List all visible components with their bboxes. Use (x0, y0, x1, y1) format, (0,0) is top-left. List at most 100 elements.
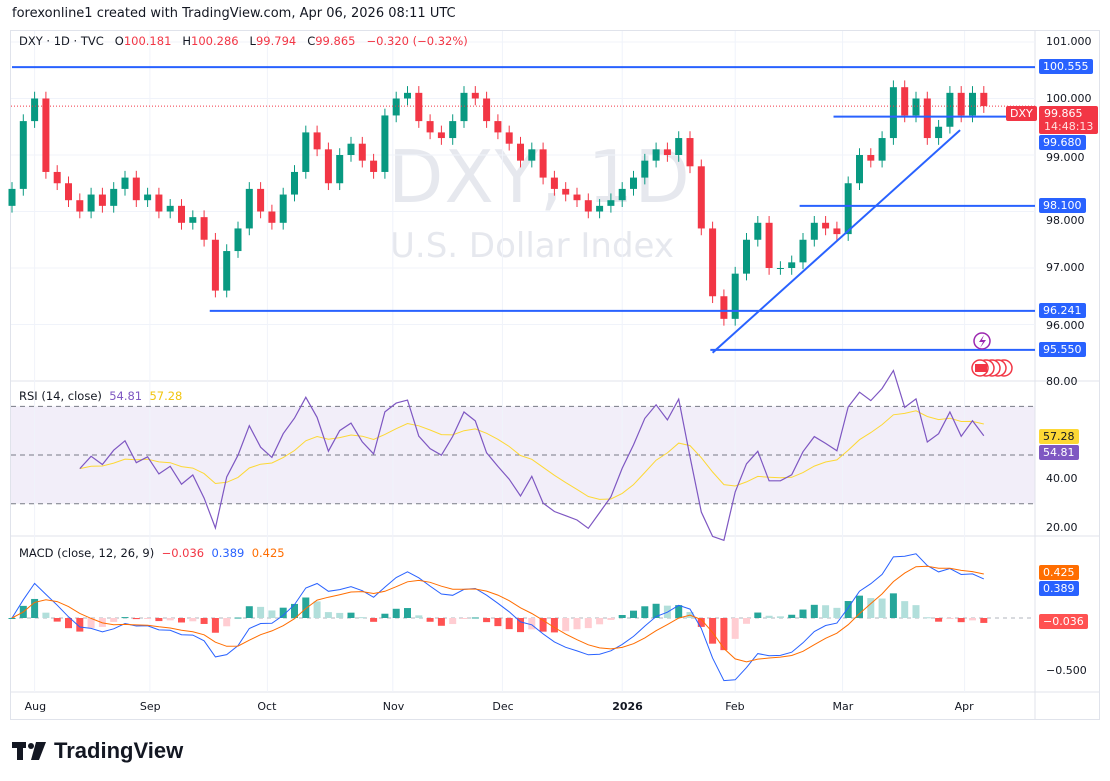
candle (720, 296, 728, 319)
candle (550, 177, 558, 189)
lightning-icon (979, 335, 986, 348)
macd-histogram-bar (856, 595, 863, 618)
macd-title[interactable]: MACD (close, 12, 26, 9) (19, 546, 155, 560)
macd-histogram-bar (562, 618, 570, 632)
candle (528, 149, 536, 161)
rsi-legend: RSI (14, close) 54.81 57.28 (19, 389, 182, 403)
candle (166, 205, 174, 212)
macd-histogram-bar (822, 605, 830, 618)
macd-histogram-bar (460, 618, 468, 619)
candle (946, 92, 954, 127)
candle (279, 194, 287, 223)
open-label: O (114, 34, 124, 48)
symbol-tag: DXY (1006, 105, 1037, 121)
macd-histogram-bar (483, 618, 491, 623)
time-label: Feb (725, 700, 745, 713)
time-label: Mar (832, 700, 854, 713)
macd-histogram-bar (370, 618, 378, 622)
candle (810, 222, 818, 240)
candle (697, 166, 705, 229)
candle (471, 92, 479, 99)
macd-histogram-bar (166, 618, 174, 621)
macd-histogram-bar (709, 618, 717, 644)
last-price-value: 99.865 (1044, 106, 1083, 120)
macd-hist-value: −0.036 (161, 546, 205, 560)
candle (562, 188, 570, 195)
macd-histogram-bar (517, 618, 524, 633)
macd-histogram-bar (200, 618, 208, 624)
macd-histogram-bar (731, 618, 739, 639)
candle (155, 194, 163, 212)
candle (404, 92, 411, 99)
macd-histogram-bar (189, 618, 197, 622)
macd-histogram-bar (494, 618, 502, 627)
close-value: 99.865 (315, 34, 356, 48)
macd-histogram-bar (324, 612, 332, 618)
candle (743, 239, 750, 274)
time-label: Aug (24, 700, 47, 713)
candle (189, 217, 197, 223)
candle (901, 87, 909, 116)
rsi-axis-label: 80.00 (1046, 375, 1078, 388)
candle (652, 149, 660, 161)
macd-histogram-bar (935, 618, 943, 622)
symbol-info[interactable]: DXY · 1D · TVC (19, 34, 104, 48)
rsi-title[interactable]: RSI (14, close) (19, 389, 102, 403)
candle (607, 200, 615, 206)
time-label: Nov (382, 700, 405, 713)
candle (618, 188, 626, 201)
price-axis-label: 97.000 (1046, 261, 1085, 274)
macd-histogram-bar (381, 613, 389, 618)
rsi-ma-tag: 57.28 (1039, 429, 1079, 445)
macd-histogram-bar (245, 606, 253, 618)
macd-histogram-bar (799, 609, 807, 618)
candle (132, 177, 140, 201)
price-axis-label: 98.000 (1046, 213, 1085, 227)
candle (799, 239, 807, 263)
candle (833, 228, 841, 235)
candle (889, 87, 897, 139)
candle (234, 228, 242, 252)
macd-histogram-bar (946, 618, 954, 619)
watermark-symbol: DXY, 1D (388, 135, 691, 219)
macd-histogram-bar (754, 612, 762, 618)
macd-histogram-bar (132, 618, 140, 620)
rsi-line (79, 369, 985, 542)
candle (426, 121, 434, 133)
macd-histogram-bar (912, 605, 920, 618)
candle (415, 92, 423, 122)
macd-signal-value: 0.425 (251, 546, 285, 560)
candle (505, 132, 513, 144)
logo-text: TradingView (54, 738, 184, 763)
candle (822, 222, 830, 229)
us-flag-icon (975, 364, 987, 372)
candle (42, 98, 50, 172)
level-price-tag: 99.680 (1039, 134, 1086, 150)
time-label: Sep (139, 700, 161, 713)
macd-hist-tag: −0.036 (1039, 614, 1088, 629)
price-axis-label: 100.000 (1046, 91, 1092, 105)
macd-histogram-bar (42, 612, 50, 618)
rsi-value: 54.81 (109, 389, 143, 403)
level-price-tag: 98.100 (1039, 197, 1086, 213)
macd-histogram-bar (234, 617, 242, 619)
macd-histogram-bar (53, 618, 61, 622)
macd-legend: MACD (close, 12, 26, 9) −0.036 0.389 0.4… (19, 546, 285, 560)
tradingview-logo[interactable]: TradingView (12, 738, 183, 764)
macd-histogram-bar (652, 603, 660, 618)
signal-line (11, 565, 984, 663)
candle (969, 92, 976, 116)
rsi-tag: 54.81 (1039, 445, 1079, 461)
macd-histogram-bar (776, 616, 784, 618)
candle (935, 126, 943, 139)
macd-histogram-bar (969, 618, 976, 621)
watermark-name: U.S. Dollar Index (390, 226, 674, 266)
candle (324, 149, 332, 184)
macd-histogram-bar (878, 598, 886, 618)
macd-histogram-bar (596, 618, 604, 625)
open-value: 100.181 (123, 34, 172, 48)
macd-value: 0.389 (211, 546, 245, 560)
macd-histogram-bar (65, 618, 72, 629)
candle (980, 92, 988, 107)
